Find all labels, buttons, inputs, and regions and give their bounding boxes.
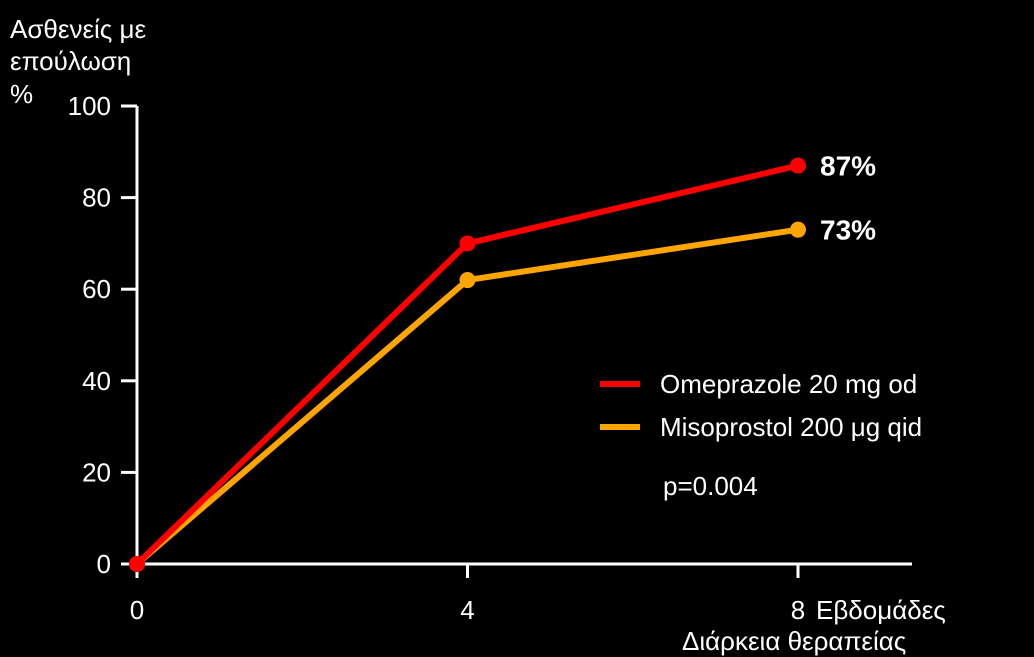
y-tick-label: 0 [97,549,111,579]
legend-label: Omeprazole 20 mg od [660,369,917,399]
x-axis-title-line-1: Εβδομάδες [816,595,946,625]
y-tick-label: 20 [82,457,111,487]
end-value-label: 73% [820,215,876,246]
end-labels: 87% 73% [820,151,876,246]
y-tick-label: 100 [68,91,111,121]
data-point [459,235,476,252]
data-point [459,272,476,289]
legend: Omeprazole 20 mg od Misoprostol 200 μg qi… [600,369,922,442]
x-axis-title-line-2: Διάρκεια θεραπείας [682,626,906,656]
data-point [790,157,806,174]
y-tick-label: 60 [82,274,111,304]
end-value-label: 87% [820,151,876,182]
x-tick-label: 4 [460,595,474,625]
x-tick-label: 0 [130,595,144,625]
y-tick-label: 40 [82,366,111,396]
x-tick-label: 8 [791,595,805,625]
x-axis-title: Εβδομάδες Διάρκεια θεραπείας [682,595,946,656]
legend-label: Misoprostol 200 μg qid [660,412,922,442]
series-line [134,162,801,567]
data-point [790,221,806,238]
y-tick-label: 80 [82,183,111,213]
y-axis-title: Ασθενείς με επούλωση % [10,14,147,109]
data-point [129,556,145,572]
series-points [129,157,806,572]
plot-area: 0 20 40 60 80 100 0 4 8 87% 73% [68,91,912,625]
y-axis-title-line-2: επούλωση [10,46,131,76]
p-value-annotation: p=0.004 [663,471,758,501]
y-axis-title-line-1: Ασθενείς με [10,14,147,44]
y-axis-title-line-3: % [10,79,33,109]
y-ticks: 0 20 40 60 80 100 [68,91,137,579]
x-ticks: 0 4 8 [130,564,805,625]
series-lines [134,162,801,567]
